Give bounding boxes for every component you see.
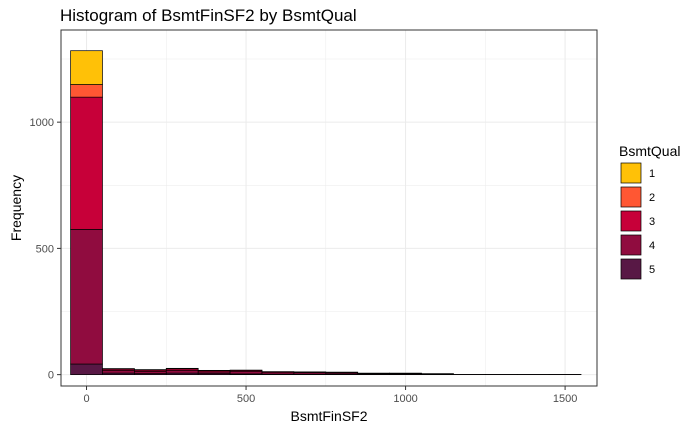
x-tick-label: 1000 bbox=[393, 393, 417, 405]
legend-swatch-4 bbox=[620, 234, 642, 256]
legend-title: BsmtQual bbox=[619, 143, 680, 159]
y-tick-label: 1000 bbox=[30, 117, 54, 129]
legend-label-2: 2 bbox=[649, 192, 655, 204]
chart-title: Histogram of BsmtFinSF2 by BsmtQual bbox=[60, 6, 357, 25]
bar-segment-series-4 bbox=[102, 370, 135, 374]
x-tick-label: 500 bbox=[237, 393, 255, 405]
y-axis: 0 500 1000 bbox=[30, 117, 61, 382]
bar-segment-series-3 bbox=[389, 372, 422, 374]
bar-segment-series-3 bbox=[70, 96, 103, 230]
legend: BsmtQual 1 2 3 4 5 bbox=[619, 143, 680, 280]
legend-swatch-2 bbox=[620, 186, 642, 208]
y-axis-title: Frequency bbox=[8, 175, 24, 241]
legend-swatch-1 bbox=[620, 162, 642, 184]
legend-swatch-3 bbox=[620, 210, 642, 232]
bar-segment-series-4 bbox=[70, 229, 103, 365]
x-tick-label: 0 bbox=[83, 393, 89, 405]
bar-segment-series-2 bbox=[70, 84, 103, 98]
bar-segment-series-3 bbox=[357, 372, 390, 374]
bar-segment-series-3 bbox=[293, 371, 327, 373]
bar-segment-series-3 bbox=[325, 371, 359, 374]
plot-panel bbox=[61, 30, 597, 386]
bar-segment-series-3 bbox=[261, 371, 295, 373]
x-axis: 0 500 1000 1500 bbox=[83, 386, 577, 405]
grid-lines bbox=[61, 30, 597, 386]
bar-segment-series-5 bbox=[70, 363, 103, 375]
y-tick-label: 500 bbox=[36, 243, 54, 255]
x-axis-title: BsmtFinSF2 bbox=[290, 408, 367, 424]
bars-group bbox=[70, 50, 582, 375]
legend-label-4: 4 bbox=[649, 240, 655, 252]
plot-border bbox=[60, 29, 598, 387]
bar-segment-series-4 bbox=[165, 370, 199, 374]
legend-label-5: 5 bbox=[649, 264, 655, 276]
bar-segment-series-1 bbox=[70, 50, 103, 85]
x-tick-label: 1500 bbox=[553, 393, 577, 405]
y-tick-label: 0 bbox=[48, 370, 54, 382]
legend-label-3: 3 bbox=[649, 216, 655, 228]
legend-label-1: 1 bbox=[649, 168, 655, 180]
legend-swatch-5 bbox=[620, 258, 642, 280]
